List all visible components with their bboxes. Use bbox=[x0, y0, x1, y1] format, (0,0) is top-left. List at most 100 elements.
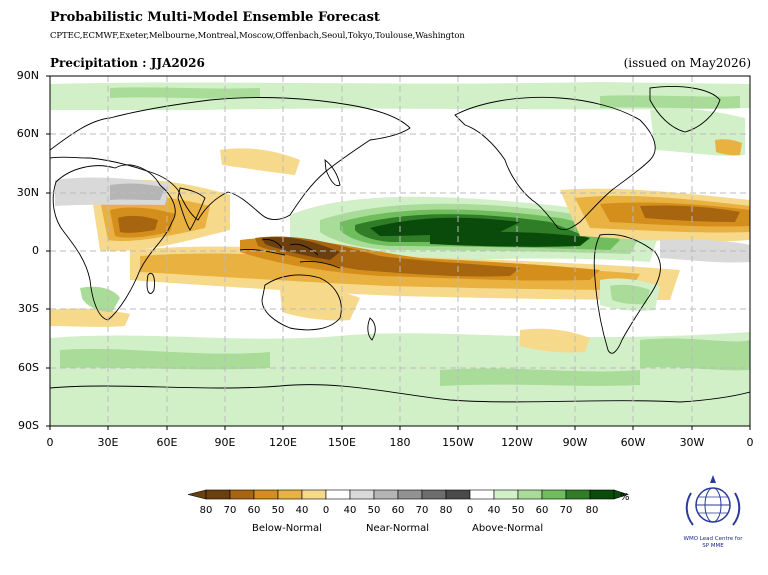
shade-below-40 bbox=[50, 308, 130, 327]
newzealand-outline bbox=[367, 317, 376, 341]
legend-value: 70 bbox=[223, 505, 237, 516]
model-list: CPTEC,ECMWF,Exeter,Melbourne,Montreal,Mo… bbox=[50, 31, 465, 41]
shade-below-40 bbox=[280, 287, 360, 321]
shade-below-50 bbox=[715, 139, 742, 156]
legend-value: 0 bbox=[466, 505, 474, 516]
wmo-laurel-left-icon bbox=[685, 492, 694, 526]
shade-above-40 bbox=[80, 286, 120, 312]
legend-unit: % bbox=[620, 492, 630, 503]
legend-category-near: Near-Normal bbox=[366, 523, 430, 534]
shade-above-80 bbox=[370, 217, 520, 236]
wmo-caption: WMO Lead Centre for SP MME bbox=[678, 536, 748, 550]
legend-value: 60 bbox=[391, 505, 405, 516]
lat-label: 30S bbox=[18, 302, 39, 315]
south-america-outline bbox=[593, 233, 661, 354]
lon-label: 30W bbox=[679, 436, 705, 449]
axis-ticks bbox=[46, 75, 751, 430]
shade-below-40 bbox=[220, 148, 300, 175]
wmo-laurel-right-icon bbox=[732, 492, 741, 526]
shade-near-50 bbox=[110, 183, 165, 200]
colorbar-swatch bbox=[469, 489, 495, 500]
australia-outline bbox=[261, 274, 342, 331]
legend-value: 60 bbox=[535, 505, 549, 516]
colorbar bbox=[187, 489, 629, 500]
shade-above-50 bbox=[610, 284, 650, 305]
shade-above-50 bbox=[60, 348, 270, 370]
colorbar-swatch bbox=[277, 489, 303, 500]
shade-above-50 bbox=[440, 368, 640, 386]
legend-value: 40 bbox=[343, 505, 357, 516]
colorbar-swatch bbox=[421, 489, 447, 500]
wmo-logo bbox=[685, 475, 741, 526]
colorbar-swatch bbox=[397, 489, 423, 500]
lon-label: 90E bbox=[214, 436, 236, 449]
issued-date: (issued on May2026) bbox=[623, 56, 751, 70]
madagascar-outline bbox=[146, 272, 155, 294]
map-title: Probabilistic Multi-Model Ensemble Forec… bbox=[50, 10, 380, 25]
lon-label: 120W bbox=[501, 436, 533, 449]
shade-above-50 bbox=[110, 87, 260, 99]
lat-label: 90S bbox=[18, 419, 39, 432]
colorbar-swatch bbox=[253, 489, 279, 500]
legend-value: 70 bbox=[415, 505, 429, 516]
lon-label: 0 bbox=[46, 436, 54, 449]
colorbar-swatch bbox=[445, 489, 471, 500]
legend-value: 40 bbox=[487, 505, 501, 516]
legend-category-below: Below-Normal bbox=[252, 523, 322, 534]
greenland-outline bbox=[649, 86, 721, 133]
lon-label: 120E bbox=[269, 436, 297, 449]
colorbar-swatch bbox=[229, 489, 255, 500]
lon-label: 90W bbox=[562, 436, 588, 449]
legend-value: 50 bbox=[367, 505, 381, 516]
legend-value: 80 bbox=[439, 505, 453, 516]
colorbar-arrow-left bbox=[187, 489, 207, 500]
lon-label: 150E bbox=[328, 436, 356, 449]
shade-above-50 bbox=[600, 95, 740, 109]
colorbar-swatch bbox=[205, 489, 231, 500]
lon-label: 60W bbox=[620, 436, 646, 449]
lat-label: 30N bbox=[16, 186, 39, 199]
lon-label: 30E bbox=[97, 436, 119, 449]
lon-label: 180 bbox=[389, 436, 411, 449]
japan-outline bbox=[324, 159, 341, 187]
legend-category-above: Above-Normal bbox=[472, 523, 544, 534]
north-america-outline bbox=[454, 96, 656, 231]
variable-label: Precipitation : JJA2026 bbox=[50, 56, 205, 70]
wmo-caption-line2: SP MME bbox=[702, 543, 724, 549]
colorbar-swatch bbox=[517, 489, 543, 500]
legend-value: 50 bbox=[271, 505, 285, 516]
colorbar-swatch bbox=[301, 489, 327, 500]
wmo-star-icon bbox=[710, 475, 716, 483]
legend-value: 0 bbox=[322, 505, 330, 516]
colorbar-swatch bbox=[325, 489, 351, 500]
eurasia-outline bbox=[50, 97, 411, 221]
colorbar-swatch bbox=[589, 489, 615, 500]
lat-label: 60S bbox=[18, 361, 39, 374]
legend-value: 50 bbox=[511, 505, 525, 516]
legend-value: 40 bbox=[295, 505, 309, 516]
legend-value: 80 bbox=[199, 505, 213, 516]
lat-label: 90N bbox=[16, 69, 39, 82]
lat-label: 60N bbox=[16, 127, 39, 140]
legend-value: 80 bbox=[585, 505, 599, 516]
lon-label: 150W bbox=[442, 436, 474, 449]
wmo-caption-line1: WMO Lead Centre for bbox=[683, 536, 743, 542]
colorbar-swatch bbox=[493, 489, 519, 500]
shade-below-70 bbox=[118, 215, 158, 233]
lon-label: 60E bbox=[156, 436, 178, 449]
antarctica-outline bbox=[50, 384, 750, 403]
graticule bbox=[50, 76, 750, 426]
shade-below-70 bbox=[640, 205, 740, 222]
lon-label: 0 bbox=[746, 436, 754, 449]
legend-value: 70 bbox=[559, 505, 573, 516]
shade-above-50 bbox=[640, 338, 750, 371]
shade-above-80 bbox=[430, 231, 590, 247]
shade-below-80 bbox=[262, 237, 340, 260]
africa-outline bbox=[52, 164, 176, 321]
colorbar-swatch bbox=[373, 489, 399, 500]
colorbar-swatch bbox=[349, 489, 375, 500]
shade-below-40 bbox=[520, 328, 590, 353]
colorbar-swatch bbox=[565, 489, 591, 500]
lat-label: 0 bbox=[32, 244, 39, 257]
